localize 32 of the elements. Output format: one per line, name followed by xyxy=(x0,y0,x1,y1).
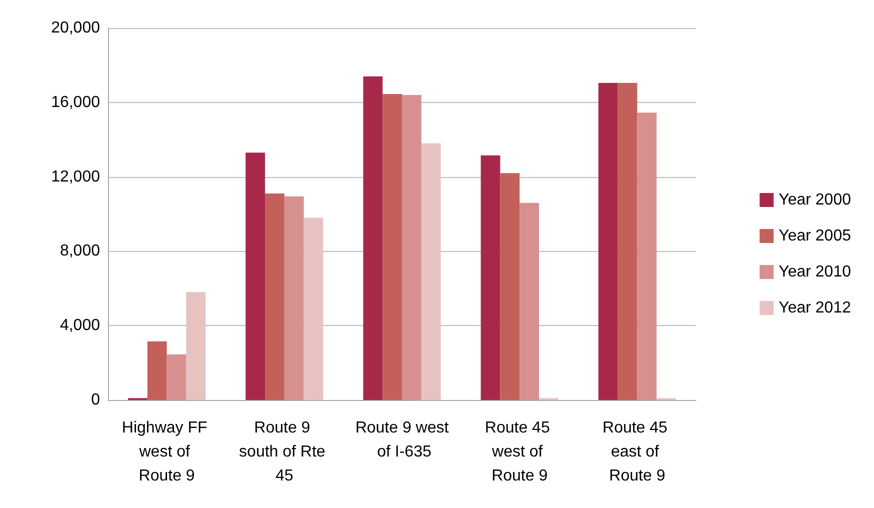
y-tick-label: 16,000 xyxy=(51,94,100,111)
x-tick-label: Highway FF west of Route 9 xyxy=(122,420,212,484)
y-tick-label: 12,000 xyxy=(51,168,100,186)
bar xyxy=(284,196,304,400)
y-tick-label: 0 xyxy=(91,392,100,408)
bar xyxy=(166,354,186,400)
bar xyxy=(246,152,265,400)
x-tick-label: Route 45 west of Route 9 xyxy=(484,420,554,484)
legend-label: Year 2000 xyxy=(778,192,852,208)
legend-label: Year 2005 xyxy=(778,228,852,244)
bar xyxy=(618,82,638,400)
bar xyxy=(637,112,657,400)
bar xyxy=(598,82,618,400)
bar xyxy=(304,218,324,400)
bar xyxy=(402,94,422,400)
x-tick-label: Route 9 south of Rte 45 xyxy=(239,420,330,484)
y-tick-label: 4,000 xyxy=(60,317,100,334)
bar xyxy=(480,155,500,400)
legend-label: Year 2012 xyxy=(778,300,852,316)
bar xyxy=(264,194,284,400)
bar xyxy=(382,94,402,400)
x-tick-label: Route 45 east of Route 9 xyxy=(602,420,672,484)
legend-label: Year 2010 xyxy=(778,264,852,280)
bar xyxy=(500,173,520,400)
x-tick-label: Route 9 west of I-635 xyxy=(355,420,450,460)
bar xyxy=(421,143,441,400)
bar xyxy=(147,341,167,400)
y-tick-label: 20,000 xyxy=(51,20,100,36)
bar xyxy=(363,76,383,400)
y-tick-label: 8,000 xyxy=(60,242,100,260)
bar xyxy=(186,292,206,400)
bar xyxy=(520,202,540,400)
